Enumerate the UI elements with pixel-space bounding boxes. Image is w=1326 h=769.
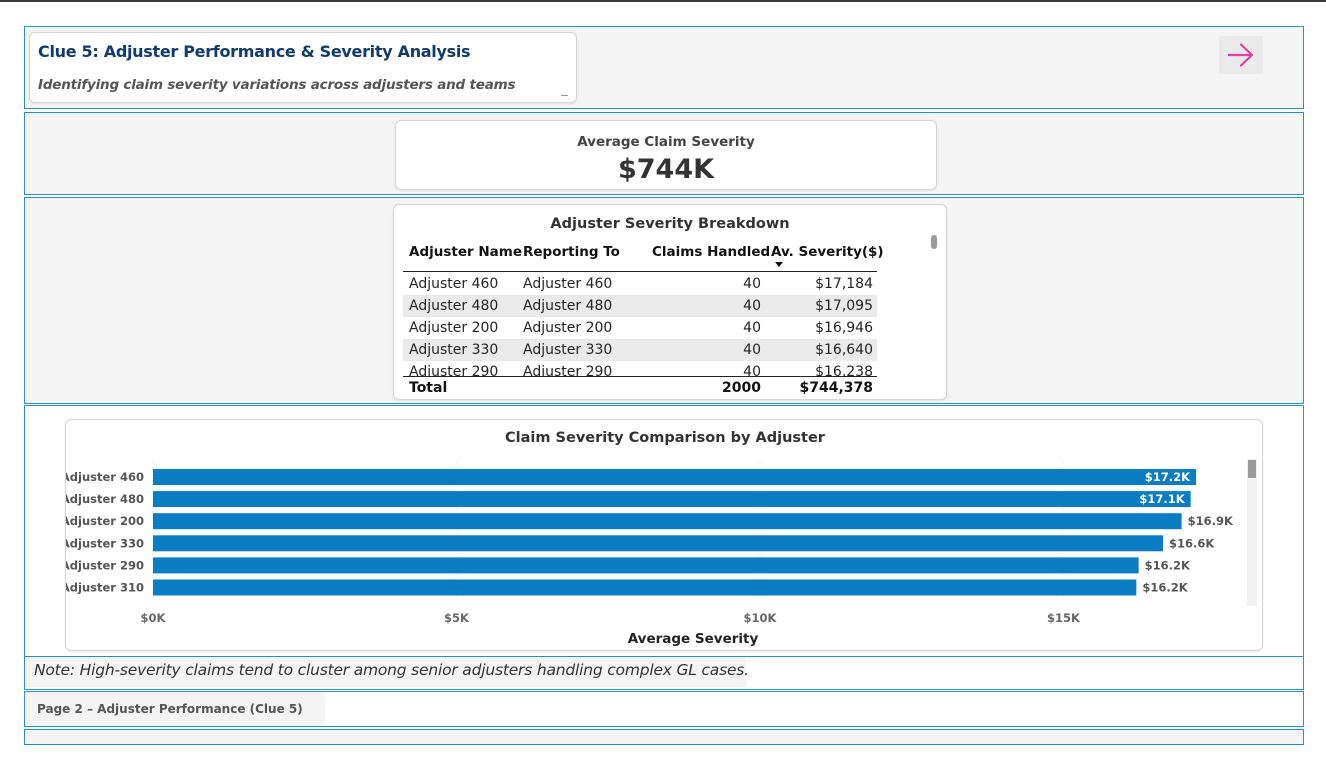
kpi-band: Average Claim Severity $744K: [24, 112, 1304, 195]
page-subtitle: Identifying claim severity variations ac…: [38, 77, 516, 93]
bar-chart-svg: Claim Severity Comparison by Adjuster Adj…: [66, 430, 1234, 647]
column-header-reporting-to[interactable]: Reporting To: [523, 244, 620, 260]
table-row[interactable]: Adjuster 480 Adjuster 480 40 $17,095: [403, 295, 877, 317]
cell-claims-handled: 40: [743, 320, 761, 336]
title-card-handle: [561, 95, 568, 96]
cell-av-severity: $16,238: [815, 364, 873, 376]
page-title: Clue 5: Adjuster Performance & Severity …: [38, 42, 471, 61]
bottom-band: [24, 729, 1304, 745]
cell-claims-handled: 40: [743, 276, 761, 292]
cell-reporting-to: Adjuster 460: [523, 276, 613, 292]
severity-bar-chart[interactable]: Claim Severity Comparison by Adjuster Adj…: [65, 419, 1263, 651]
cell-reporting-to: Adjuster 330: [523, 342, 613, 358]
note-box: Note: High-severity claims tend to clust…: [25, 657, 749, 687]
x-tick-label: $5K: [444, 611, 470, 625]
chart-title: Claim Severity Comparison by Adjuster: [505, 430, 826, 446]
note-band: Note: High-severity claims tend to clust…: [24, 656, 1304, 690]
bar[interactable]: [153, 513, 1182, 530]
cell-av-severity: $16,946: [815, 320, 873, 336]
cell-reporting-to: Adjuster 290: [523, 364, 613, 376]
bar[interactable]: [153, 535, 1164, 552]
window-top-edge: [0, 0, 1326, 2]
arrow-right-icon: [1227, 43, 1254, 67]
x-tick-label: $15K: [1047, 611, 1081, 625]
chart-band: Claim Severity Comparison by Adjuster Adj…: [24, 405, 1304, 657]
table-row[interactable]: Adjuster 290 Adjuster 290 40 $16,238: [403, 361, 877, 376]
total-claims: 2000: [722, 380, 761, 396]
y-axis-category-label: Adjuster 310: [66, 581, 144, 595]
table-band: Adjuster Severity Breakdown Adjuster Nam…: [24, 197, 1304, 404]
page-footer: Page 2 – Adjuster Performance (Clue 5): [37, 702, 303, 716]
footer-box: Page 2 – Adjuster Performance (Clue 5): [25, 692, 325, 726]
total-label: Total: [409, 380, 448, 396]
y-axis-category-label: Adjuster 480: [66, 492, 144, 506]
x-tick-label: $0K: [141, 611, 167, 625]
column-header-adjuster-name[interactable]: Adjuster Name: [409, 244, 522, 260]
table-row[interactable]: Adjuster 330 Adjuster 330 40 $16,640: [403, 339, 877, 361]
bar[interactable]: [153, 557, 1139, 574]
header-band: Clue 5: Adjuster Performance & Severity …: [24, 26, 1304, 109]
kpi-card[interactable]: Average Claim Severity $744K: [395, 120, 937, 190]
sort-descending-icon[interactable]: [775, 262, 783, 267]
x-tick-label: $10K: [744, 611, 778, 625]
bar-data-label: $16.9K: [1188, 514, 1234, 528]
table-body[interactable]: Adjuster 460 Adjuster 460 40 $17,184 Adj…: [403, 273, 877, 376]
table-row[interactable]: Adjuster 460 Adjuster 460 40 $17,184: [403, 273, 877, 295]
table-scrollbar[interactable]: [931, 235, 937, 249]
bar-data-label: $16.6K: [1169, 536, 1215, 550]
cell-claims-handled: 40: [743, 298, 761, 314]
cell-claims-handled: 40: [743, 342, 761, 358]
y-axis-category-label: Adjuster 330: [66, 536, 144, 550]
severity-table[interactable]: Adjuster Severity Breakdown Adjuster Nam…: [393, 204, 947, 400]
cell-adjuster-name: Adjuster 460: [409, 276, 499, 292]
cell-reporting-to: Adjuster 200: [523, 320, 613, 336]
x-axis-label: Average Severity: [628, 631, 759, 647]
cell-av-severity: $16,640: [815, 342, 873, 358]
cell-adjuster-name: Adjuster 200: [409, 320, 499, 336]
chart-scrollbar[interactable]: [1248, 460, 1256, 478]
title-card: Clue 5: Adjuster Performance & Severity …: [29, 32, 577, 103]
footer-band: Page 2 – Adjuster Performance (Clue 5): [24, 691, 1304, 727]
y-axis-category-label: Adjuster 460: [66, 470, 144, 484]
bar-data-label: $16.2K: [1142, 581, 1188, 595]
note-text: Note: High-severity claims tend to clust…: [34, 661, 749, 679]
kpi-label: Average Claim Severity: [577, 134, 755, 150]
cell-adjuster-name: Adjuster 480: [409, 298, 499, 314]
cell-adjuster-name: Adjuster 330: [409, 342, 499, 358]
y-axis-category-label: Adjuster 200: [66, 514, 144, 528]
column-header-claims-handled[interactable]: Claims Handled: [652, 244, 771, 260]
bar[interactable]: [153, 579, 1137, 596]
kpi-value: $744K: [617, 154, 715, 185]
bar-data-label: $17.2K: [1145, 470, 1191, 484]
y-axis-category-label: Adjuster 290: [66, 558, 144, 572]
bar[interactable]: [153, 469, 1197, 485]
cell-claims-handled: 40: [743, 364, 761, 376]
cell-reporting-to: Adjuster 480: [523, 298, 613, 314]
total-severity: $744,378: [799, 380, 873, 396]
bar-data-label: $16.2K: [1145, 558, 1191, 572]
table-title: Adjuster Severity Breakdown: [550, 216, 790, 232]
chart-scrollbar-track[interactable]: [1247, 459, 1257, 606]
bar[interactable]: [153, 491, 1191, 508]
table-total-row: Total 2000 $744,378: [403, 376, 877, 398]
table-header: Adjuster Name Reporting To Claims Handle…: [403, 243, 884, 272]
column-header-av-severity[interactable]: Av. Severity($): [771, 244, 884, 260]
cell-av-severity: $17,184: [815, 276, 873, 292]
cell-av-severity: $17,095: [815, 298, 873, 314]
table-row[interactable]: Adjuster 200 Adjuster 200 40 $16,946: [403, 317, 877, 339]
cell-adjuster-name: Adjuster 290: [409, 364, 499, 376]
bar-data-label: $17.1K: [1139, 492, 1185, 506]
next-page-button[interactable]: [1219, 36, 1263, 74]
